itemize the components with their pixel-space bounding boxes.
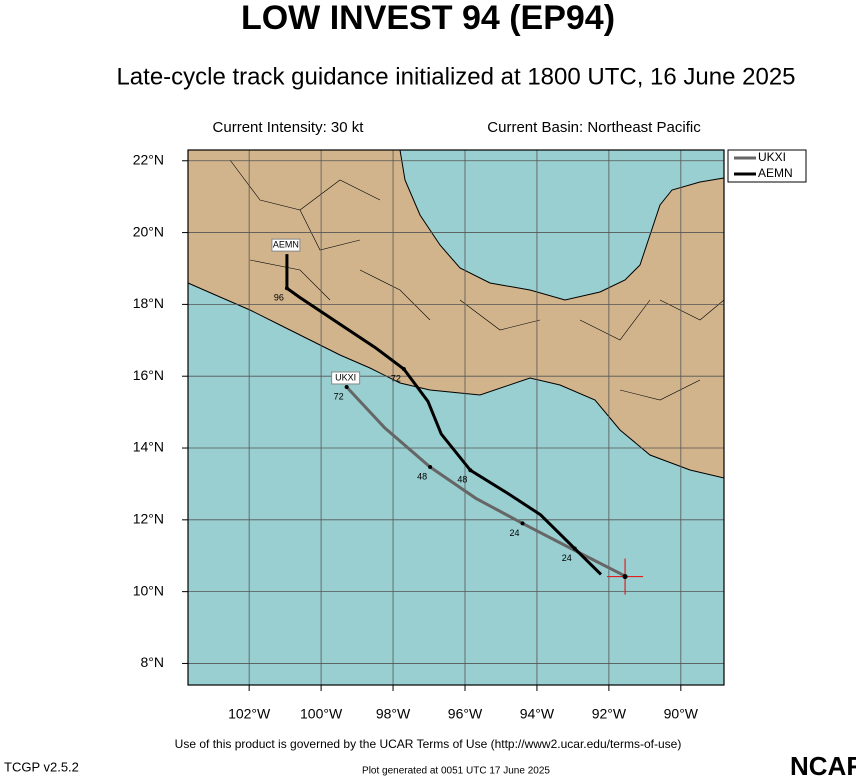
logo: NCAR <box>790 751 856 780</box>
track-name-box <box>331 371 361 385</box>
track-line <box>285 254 603 576</box>
legend-label: AEMN <box>758 166 793 180</box>
footer: Use of this product is governed by the U… <box>175 737 682 751</box>
track-name: UKXI <box>335 372 356 382</box>
hour-label: 72 <box>391 373 401 383</box>
track-point <box>428 465 433 470</box>
x-tick-label: 92°W <box>592 706 627 722</box>
current-position-dot <box>622 574 628 580</box>
y-tick-label: 8°N <box>141 654 165 670</box>
frame <box>187 149 725 686</box>
track-point <box>284 286 289 291</box>
track-point <box>520 521 525 526</box>
track-point <box>572 546 577 551</box>
y-tick-label: 20°N <box>133 223 164 239</box>
title: LOW INVEST 94 (EP94) <box>241 0 615 37</box>
x-tick-label: 100°W <box>300 706 343 722</box>
hour-label: 24 <box>562 553 572 563</box>
x-tick-label: 90°W <box>664 706 699 722</box>
info-right: Current Basin: Northeast Pacific <box>487 119 701 136</box>
x-tick-label: 98°W <box>376 706 411 722</box>
info-left: Current Intensity: 30 kt <box>213 119 365 136</box>
track-name-box <box>271 238 301 252</box>
track-point <box>401 367 406 372</box>
y-tick-label: 14°N <box>133 439 164 455</box>
plot: 24 48 72 UKXI 24 48 72 96 AEMN <box>188 150 724 685</box>
x-tick-label: 102°W <box>228 706 271 722</box>
y-tick-label: 22°N <box>133 151 164 167</box>
borders <box>229 159 725 401</box>
legend <box>727 149 807 183</box>
track-point <box>344 384 349 389</box>
hour-label: 72 <box>334 391 344 401</box>
x-tick-label: 96°W <box>448 706 483 722</box>
y-tick-label: 12°N <box>133 511 164 527</box>
x-tick-label: 94°W <box>520 706 555 722</box>
hour-label: 48 <box>457 475 467 485</box>
legend-label: UKXI <box>758 150 786 164</box>
subtitle: Late-cycle track guidance initialized at… <box>116 63 795 90</box>
hour-label: 24 <box>510 528 520 538</box>
hour-label: 48 <box>417 471 427 481</box>
hour-label: 96 <box>274 293 284 303</box>
track-point <box>468 468 473 473</box>
y-tick-label: 10°N <box>133 582 164 598</box>
y-tick-label: 16°N <box>133 367 164 383</box>
y-tick-label: 18°N <box>133 295 164 311</box>
track-name: AEMN <box>273 240 299 250</box>
version: TCGP v2.5.2 <box>4 759 79 774</box>
generated: Plot generated at 0051 UTC 17 June 2025 <box>362 766 550 777</box>
